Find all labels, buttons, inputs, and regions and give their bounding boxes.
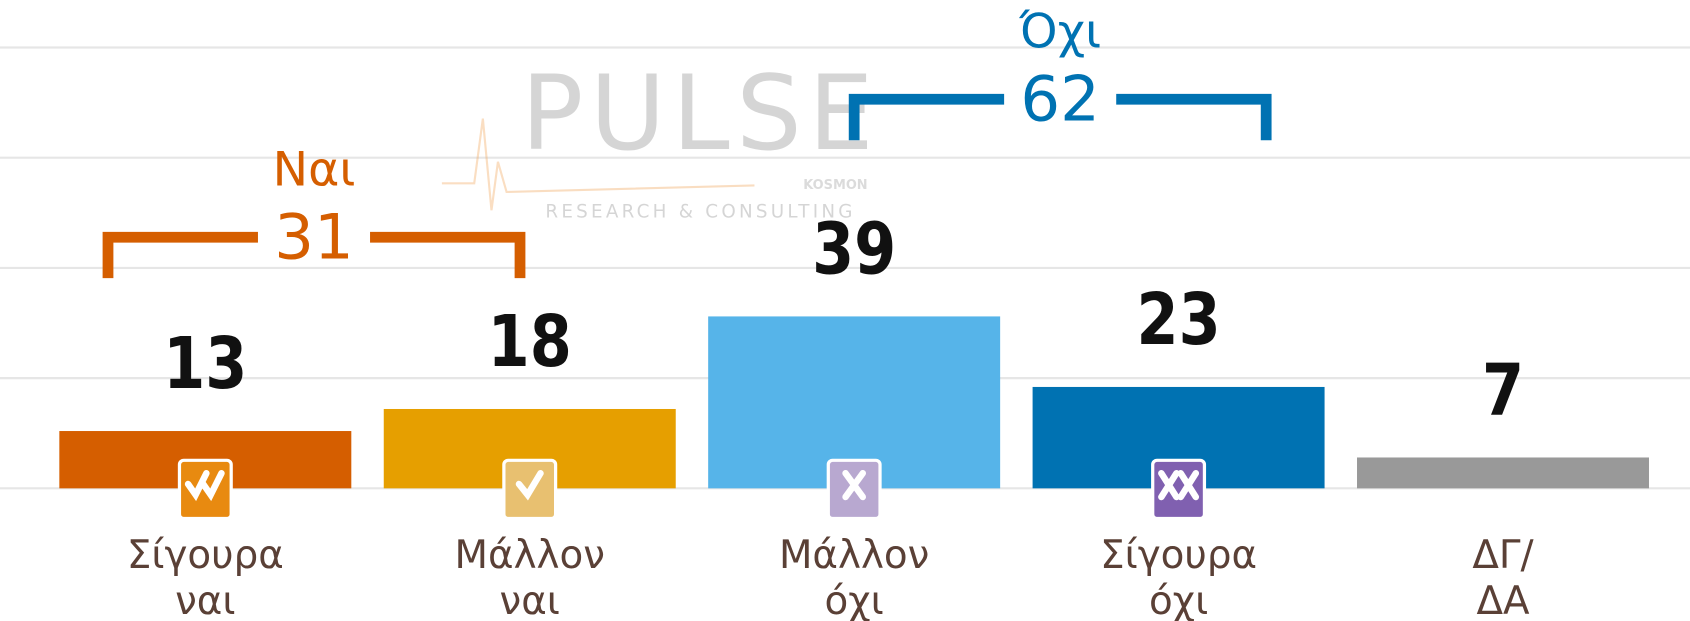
value-label: 18 bbox=[488, 300, 572, 383]
value-label: 7 bbox=[1482, 349, 1524, 432]
group-label: Ναι bbox=[273, 143, 356, 198]
watermark-partner: KOSMON bbox=[803, 178, 867, 193]
value-label: 39 bbox=[812, 208, 896, 291]
watermark-tagline: RESEARCH & CONSULTING bbox=[545, 201, 855, 222]
value-label: 13 bbox=[163, 322, 247, 405]
group-value: 62 bbox=[1020, 63, 1100, 136]
watermark-pulse bbox=[441, 118, 755, 211]
icon-box bbox=[1151, 458, 1207, 521]
x-tick-label: ΔΑ bbox=[1476, 579, 1530, 621]
x-tick-label: Μάλλον bbox=[455, 533, 605, 578]
bar bbox=[1357, 457, 1649, 489]
x-tick-label: Μάλλον bbox=[779, 533, 929, 578]
x-tick-label: ναι bbox=[175, 579, 235, 621]
group-label: Όχι bbox=[1018, 5, 1101, 60]
group-bracket bbox=[102, 231, 526, 279]
x-tick-label: όχι bbox=[825, 579, 884, 621]
icon-mark bbox=[515, 470, 544, 501]
x-tick-label: όχι bbox=[1149, 579, 1208, 621]
x-tick-label: Σίγουρα bbox=[127, 533, 284, 578]
group-bracket bbox=[848, 93, 1272, 141]
value-label: 23 bbox=[1137, 278, 1221, 361]
icon-mark bbox=[842, 470, 867, 501]
x-tick-label: ΔΓ/ bbox=[1472, 533, 1534, 578]
watermark: PULSE KOSMON RESEARCH & CONSULTING bbox=[441, 54, 880, 222]
icon-mark bbox=[1158, 470, 1200, 501]
icon bbox=[1151, 458, 1207, 521]
watermark-name: PULSE bbox=[521, 54, 880, 174]
x-tick-label: ναι bbox=[500, 579, 560, 621]
icon bbox=[177, 458, 233, 521]
icon bbox=[826, 458, 882, 521]
x-tick-label: Σίγουρα bbox=[1100, 533, 1257, 578]
icon-mark bbox=[184, 470, 225, 502]
icon bbox=[502, 458, 558, 521]
group-value: 31 bbox=[274, 201, 354, 274]
